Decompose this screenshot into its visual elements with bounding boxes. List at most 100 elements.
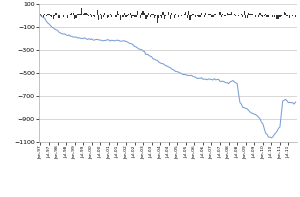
- Bar: [248, 13, 249, 15]
- Bar: [84, 13, 85, 15]
- Bar: [93, 15, 94, 16]
- Bar: [211, 15, 212, 17]
- Bar: [214, 14, 215, 15]
- Bar: [247, 15, 248, 18]
- Bar: [252, 14, 253, 15]
- Bar: [100, 14, 101, 15]
- Bar: [98, 15, 100, 20]
- Bar: [101, 15, 102, 19]
- Bar: [222, 14, 224, 15]
- Bar: [161, 15, 162, 18]
- Bar: [74, 15, 75, 19]
- Bar: [43, 15, 44, 18]
- Bar: [188, 10, 189, 15]
- Bar: [201, 13, 202, 15]
- Bar: [272, 15, 273, 17]
- Bar: [131, 15, 132, 18]
- Bar: [162, 12, 164, 15]
- Bar: [135, 15, 136, 17]
- Bar: [169, 15, 171, 19]
- Bar: [88, 15, 89, 16]
- Bar: [285, 13, 286, 15]
- Bar: [184, 14, 185, 15]
- Bar: [78, 14, 80, 15]
- Bar: [81, 8, 83, 15]
- Bar: [228, 14, 229, 15]
- Bar: [208, 14, 209, 15]
- Bar: [198, 15, 199, 17]
- Bar: [224, 15, 225, 16]
- Bar: [219, 12, 220, 15]
- Bar: [125, 15, 127, 17]
- Bar: [116, 15, 117, 17]
- Bar: [258, 15, 259, 17]
- Bar: [249, 14, 250, 15]
- Bar: [108, 15, 110, 17]
- Bar: [268, 15, 269, 17]
- Bar: [63, 15, 64, 18]
- Bar: [140, 15, 141, 18]
- Bar: [130, 13, 131, 15]
- Bar: [238, 15, 239, 16]
- Bar: [87, 14, 88, 15]
- Bar: [261, 15, 262, 16]
- Bar: [80, 14, 81, 15]
- Bar: [47, 14, 48, 15]
- Bar: [279, 15, 280, 17]
- Bar: [178, 15, 179, 17]
- Bar: [230, 14, 231, 15]
- Bar: [118, 14, 119, 15]
- Bar: [51, 15, 52, 17]
- Bar: [158, 15, 159, 18]
- Bar: [212, 15, 214, 17]
- Bar: [145, 15, 146, 19]
- Bar: [215, 14, 216, 15]
- Bar: [187, 15, 188, 18]
- Bar: [281, 15, 282, 16]
- Bar: [164, 15, 165, 19]
- Bar: [274, 15, 275, 17]
- Bar: [141, 13, 142, 15]
- Bar: [171, 13, 172, 15]
- Bar: [209, 14, 211, 15]
- Bar: [235, 15, 236, 16]
- Bar: [251, 14, 252, 15]
- Bar: [174, 15, 175, 18]
- Bar: [77, 14, 78, 15]
- Bar: [111, 15, 112, 17]
- Bar: [292, 15, 293, 16]
- Bar: [200, 15, 201, 17]
- Bar: [44, 14, 45, 15]
- Bar: [262, 15, 263, 17]
- Bar: [276, 15, 278, 19]
- Bar: [192, 14, 194, 15]
- Bar: [70, 14, 71, 15]
- Bar: [40, 14, 41, 15]
- Bar: [264, 15, 265, 16]
- Bar: [124, 13, 125, 15]
- Bar: [181, 15, 182, 16]
- Bar: [191, 15, 192, 16]
- Bar: [234, 14, 235, 15]
- Bar: [134, 15, 135, 17]
- Bar: [85, 13, 87, 15]
- Bar: [151, 14, 152, 15]
- Bar: [56, 13, 57, 15]
- Bar: [137, 11, 138, 15]
- Bar: [128, 14, 129, 15]
- Bar: [150, 15, 151, 17]
- Bar: [259, 13, 260, 15]
- Bar: [196, 15, 198, 16]
- Bar: [90, 14, 91, 15]
- Bar: [117, 10, 118, 15]
- Bar: [71, 13, 72, 15]
- Bar: [91, 15, 92, 17]
- Bar: [221, 15, 222, 17]
- Bar: [244, 11, 245, 15]
- Bar: [204, 15, 205, 17]
- Bar: [154, 15, 155, 18]
- Bar: [41, 15, 43, 17]
- Bar: [73, 13, 74, 15]
- Bar: [226, 13, 228, 15]
- Bar: [205, 13, 206, 15]
